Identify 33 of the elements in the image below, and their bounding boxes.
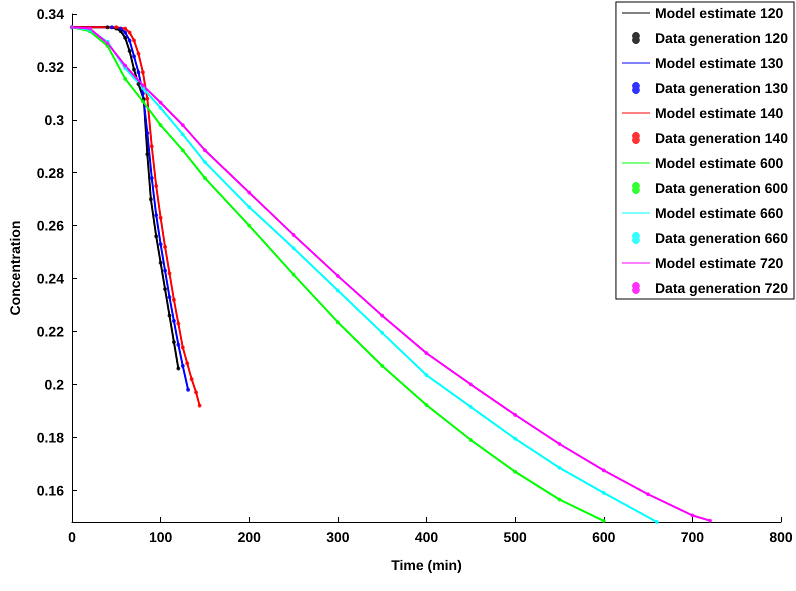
- legend-label: Model estimate 120: [654, 5, 784, 21]
- y-tick-label: 0.18: [36, 429, 64, 446]
- legend-label: Model estimate 720: [654, 255, 784, 271]
- legend-label: Data generation 120: [654, 30, 788, 46]
- legend-label: Data generation 660: [654, 230, 788, 246]
- y-tick-label: 0.2: [44, 376, 64, 392]
- y-tick-label: 0.34: [36, 6, 64, 22]
- x-tick-label: 0: [68, 529, 76, 545]
- x-tick-label: 100: [148, 529, 173, 545]
- legend-label: Model estimate 130: [654, 55, 784, 71]
- y-tick-label: 0.22: [36, 324, 64, 340]
- x-tick-label: 700: [680, 529, 704, 545]
- x-tick-label: 600: [592, 529, 616, 545]
- y-tick-label: 0.32: [36, 58, 64, 75]
- legend-label: Model estimate 660: [654, 205, 784, 221]
- x-axis-title: Time (min): [391, 557, 462, 573]
- x-tick-label: 400: [414, 529, 438, 545]
- x-tick-label: 800: [769, 529, 793, 545]
- legend-label: Data generation 600: [654, 180, 788, 196]
- legend-label: Model estimate 140: [654, 105, 784, 121]
- x-tick-label: 200: [238, 529, 262, 545]
- legend-label: Data generation 140: [654, 130, 788, 146]
- legend-label: Model estimate 600: [654, 155, 784, 171]
- legend-label: Data generation 130: [654, 80, 788, 96]
- x-tick-label: 300: [326, 529, 350, 545]
- x-tick-label: 500: [503, 529, 528, 545]
- y-tick-label: 0.16: [36, 482, 64, 498]
- y-axis-title: Concentration: [7, 220, 23, 316]
- y-tick-label: 0.28: [36, 164, 64, 181]
- legend-label: Data generation 720: [654, 280, 788, 296]
- y-tick-label: 0.26: [36, 218, 64, 234]
- y-tick-label: 0.3: [44, 112, 64, 128]
- y-tick-label: 0.24: [36, 270, 64, 287]
